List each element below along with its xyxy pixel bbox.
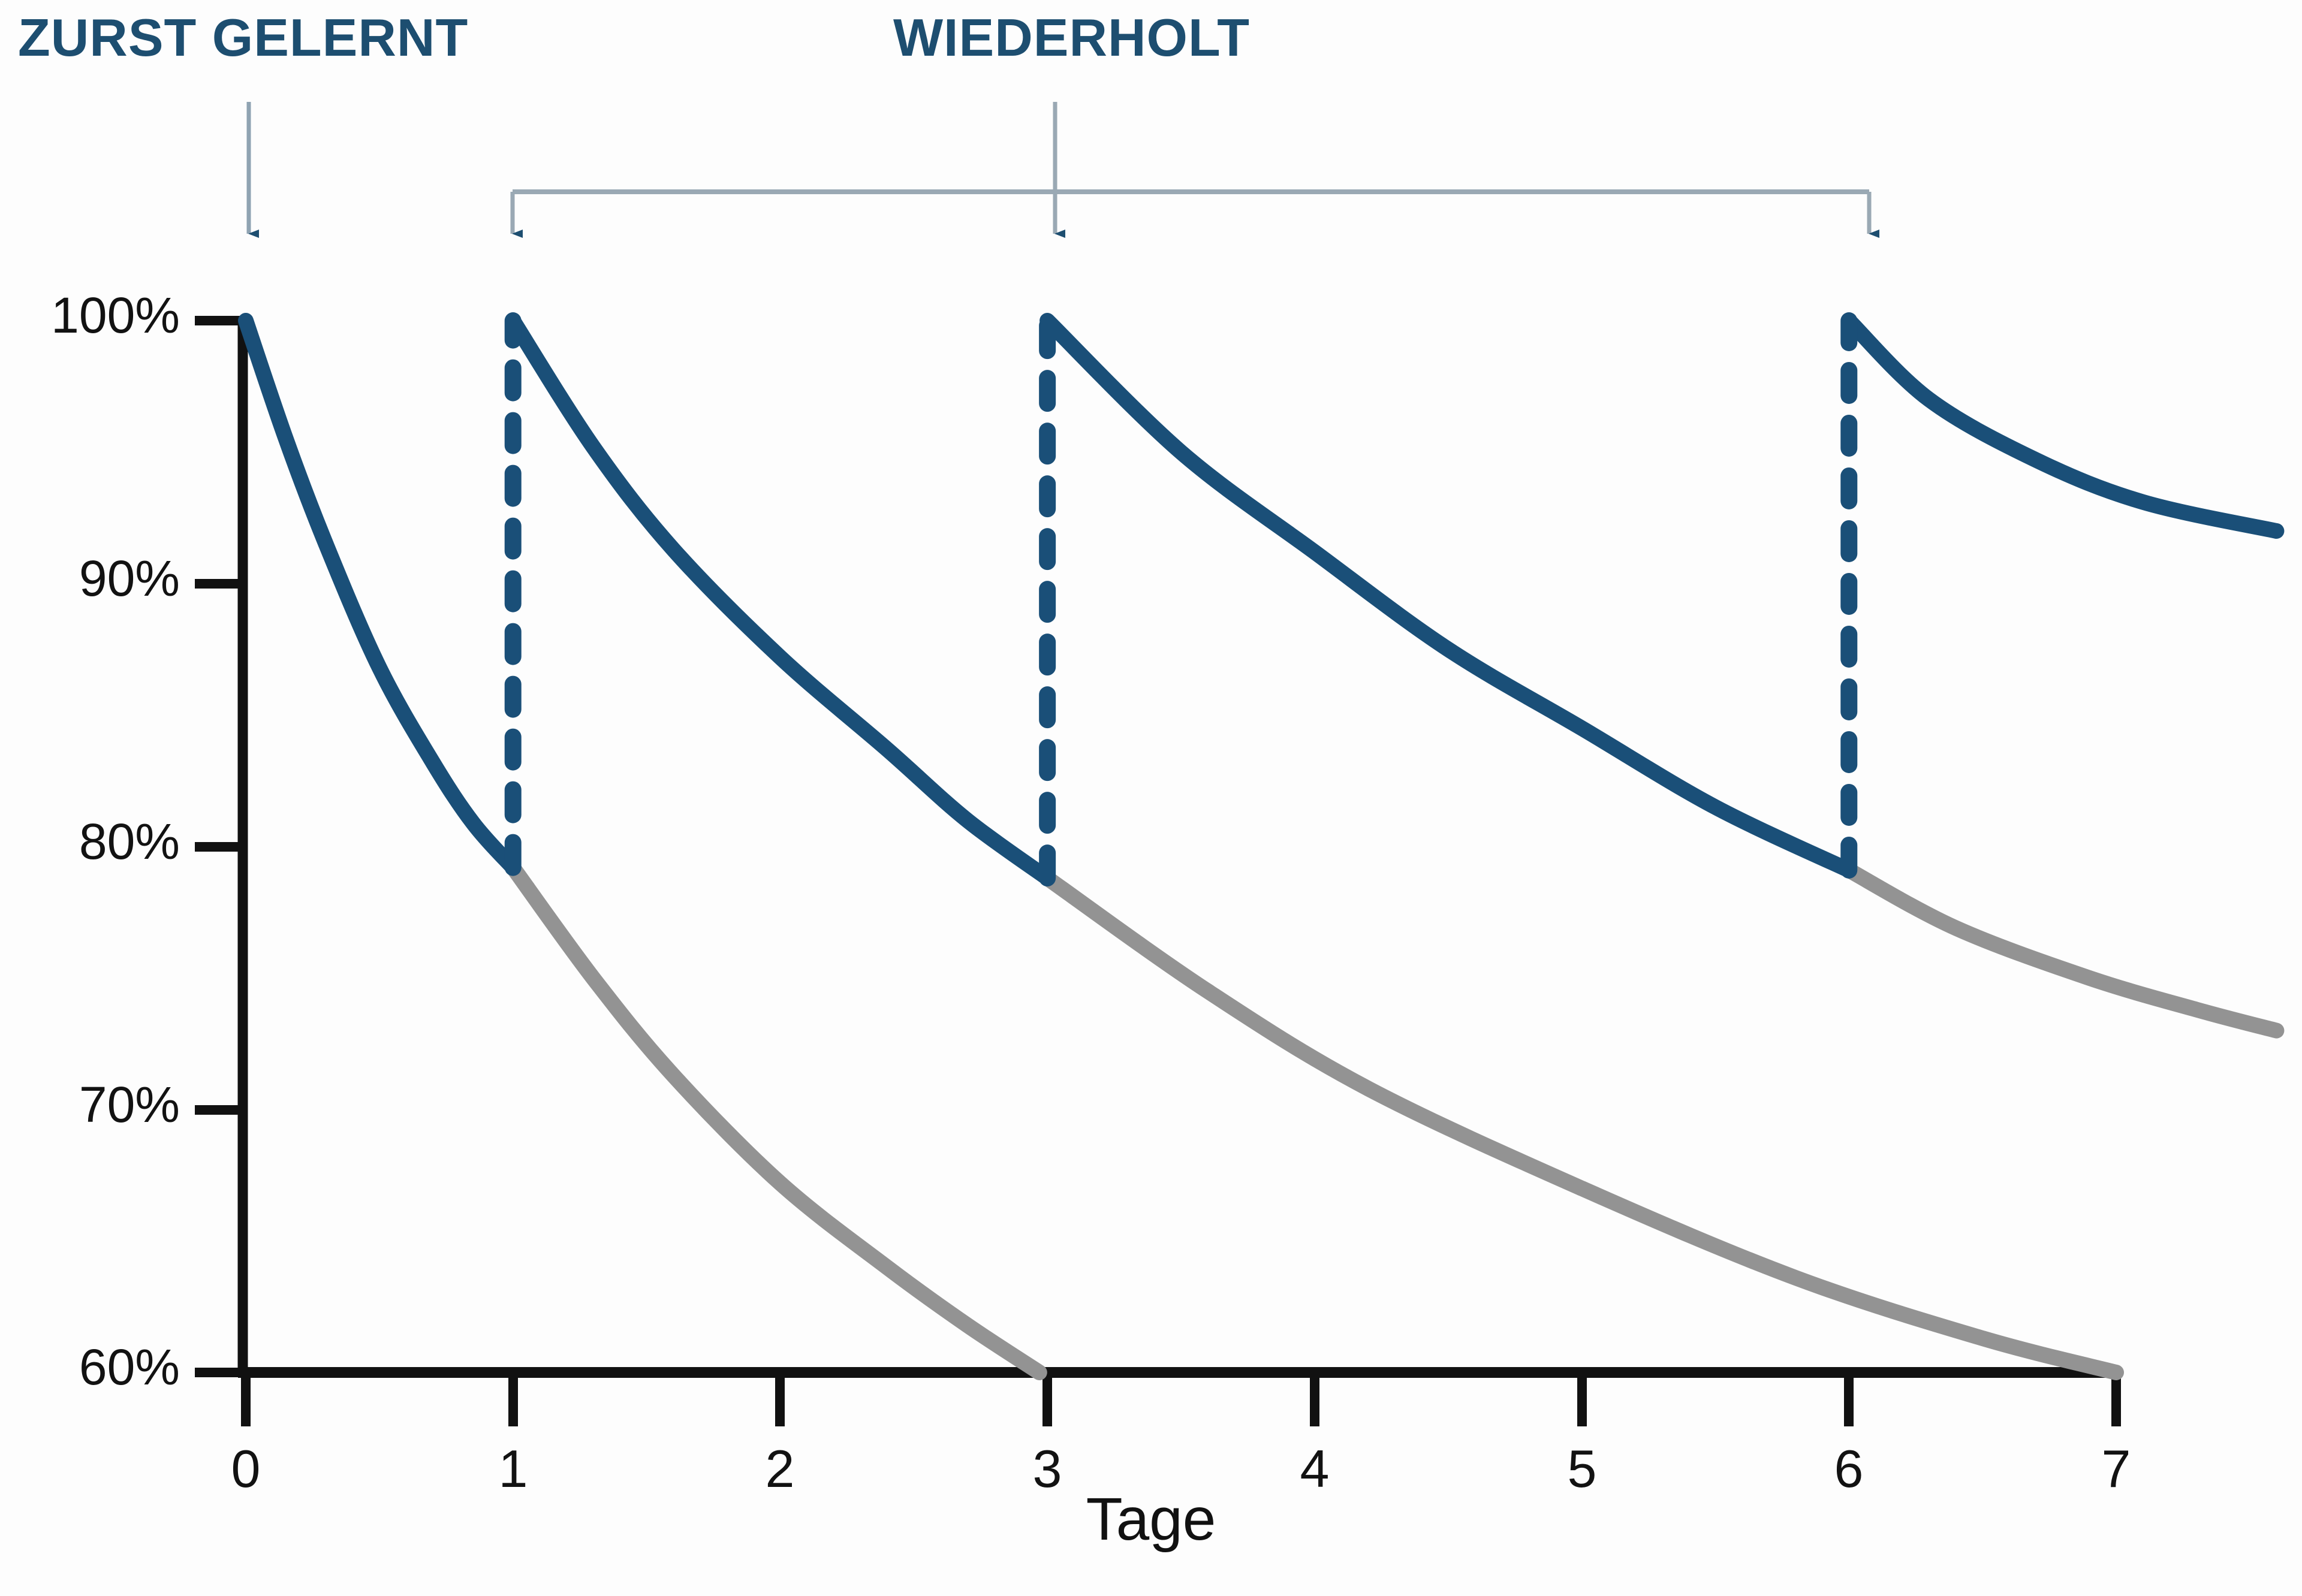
curve-segment: [1039, 870, 2124, 1380]
x-tick-label-6: 6: [1834, 1439, 1864, 1498]
x-tick-label-2: 2: [765, 1439, 795, 1498]
curve-segment: [238, 313, 521, 876]
y-tick-label-70: 70%: [79, 1076, 180, 1133]
annotation-arrow-group: [246, 102, 1879, 238]
y-tick-label-60: 60%: [79, 1339, 180, 1395]
reset-dashed-lines: [504, 312, 1858, 887]
y-tick-label-90: 90%: [79, 550, 180, 607]
axis-group: [195, 316, 2121, 1426]
annotation-repeated: WIEDERHOLT: [893, 8, 1250, 67]
y-tick-marks: [195, 316, 244, 1377]
curve-segment: [1841, 313, 2285, 539]
annotation-first-learned: ZURST GELERNT: [18, 8, 469, 67]
curve-segment: [505, 313, 1056, 886]
x-tick-label-1: 1: [498, 1439, 528, 1498]
series-retention-without-review: [505, 859, 2285, 1380]
curve-segment: [1039, 313, 1857, 878]
series-retention-with-review: [238, 313, 2285, 886]
x-tick-label-4: 4: [1300, 1439, 1330, 1498]
x-tick-label-5: 5: [1567, 1439, 1597, 1498]
x-tick-label-3: 3: [1032, 1439, 1062, 1498]
x-tick-label-7: 7: [2101, 1439, 2131, 1498]
curve-segment: [505, 859, 1047, 1380]
y-tick-label-80: 80%: [79, 813, 180, 870]
curve-segment: [1841, 862, 2285, 1039]
y-tick-label-100: 100%: [51, 287, 180, 343]
x-axis-title: Tage: [1086, 1486, 1216, 1553]
x-tick-marks: [241, 1372, 2121, 1426]
x-tick-label-0: 0: [231, 1439, 261, 1498]
